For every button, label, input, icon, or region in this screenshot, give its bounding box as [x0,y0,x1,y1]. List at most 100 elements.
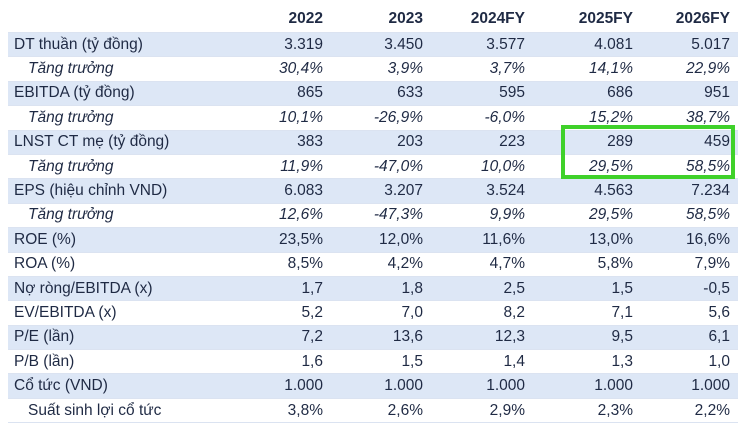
table-cell: 5.017 [641,31,738,57]
table-row: EPS (hiệu chỉnh VND) 6.083 3.207 3.524 4… [8,178,738,204]
table-row: Tăng trưởng 12,6% -47,3% 9,9% 29,5% 58,5… [8,202,738,228]
table-cell: 16,6% [641,227,738,253]
header-row: 2022 2023 2024FY 2025FY 2026FY [8,6,738,33]
header-cell-2022: 2022 [246,6,331,33]
table-cell: -6,0% [431,105,533,131]
header-cell-2023: 2023 [331,6,431,33]
table-cell: 951 [641,80,738,106]
table-cell: 2,2% [641,397,738,424]
table-cell: 1,7 [246,275,331,301]
table-cell: 5,8% [533,251,641,277]
table-cell: 12,3 [431,324,533,350]
table-cell: 459 [641,129,738,155]
table-cell: 13,0% [533,227,641,253]
table-cell: 11,6% [431,227,533,253]
row-label: EV/EBITDA (x) [8,300,246,326]
table-cell: 4.563 [533,178,641,204]
table-cell: 7,9% [641,251,738,277]
row-label: Nợ ròng/EBITDA (x) [8,275,246,301]
table-cell: 3,9% [331,56,431,82]
forecast-table: 2022 2023 2024FY 2025FY 2026FY DT thuần … [8,6,738,424]
table-cell: 4.081 [533,31,641,57]
table-cell: 12,0% [331,227,431,253]
header-cell-2025fy: 2025FY [533,6,641,33]
table-cell: 13,6 [331,324,431,350]
row-label: Tăng trưởng [8,105,246,131]
table-cell: 15,2% [533,105,641,131]
table-cell: 7,1 [533,300,641,326]
row-label: EPS (hiệu chỉnh VND) [8,178,246,204]
table-cell: 1,5 [533,275,641,301]
row-label: EBITDA (tỷ đồng) [8,80,246,106]
table-cell: 3.524 [431,178,533,204]
table-cell: 3.577 [431,31,533,57]
table-cell: 4,2% [331,251,431,277]
table-row: ROE (%) 23,5% 12,0% 11,6% 13,0% 16,6% [8,227,738,253]
table-cell: 10,0% [431,153,533,179]
table-cell: 11,9% [246,153,331,179]
row-label: Tăng trưởng [8,56,246,82]
table-cell: 23,5% [246,227,331,253]
row-label: LNST CT mẹ (tỷ đồng) [8,129,246,155]
table-cell: 22,9% [641,56,738,82]
table-cell: 3,7% [431,56,533,82]
table-cell: 3.319 [246,31,331,57]
table-row: LNST CT mẹ (tỷ đồng) 383 203 223 289 459 [8,129,738,155]
table-cell: 203 [331,129,431,155]
table-cell: 2,5 [431,275,533,301]
row-label: P/B (lần) [8,349,246,374]
table-row: Nợ ròng/EBITDA (x) 1,7 1,8 2,5 1,5 -0,5 [8,275,738,301]
table-cell: 58,5% [641,202,738,228]
header-cell-label [8,6,246,33]
table-cell: 2,9% [431,397,533,424]
table-cell: 8,5% [246,251,331,277]
table-cell: 7,2 [246,324,331,350]
table-cell: 1.000 [641,373,738,399]
table-cell: 1.000 [533,373,641,399]
table-row: Cổ tức (VND) 1.000 1.000 1.000 1.000 1.0… [8,373,738,399]
table-cell: 633 [331,80,431,106]
row-label: P/E (lần) [8,324,246,350]
table-cell: 38,7% [641,105,738,131]
table-cell: 10,1% [246,105,331,131]
table-cell: 1.000 [431,373,533,399]
table-cell: 2,3% [533,397,641,424]
table-cell: 29,5% [533,153,641,179]
table-row: ROA (%) 8,5% 4,2% 4,7% 5,8% 7,9% [8,251,738,277]
table-cell: 865 [246,80,331,106]
table-row: Tăng trưởng 11,9% -47,0% 10,0% 29,5% 58,… [8,153,738,179]
table-cell: -47,0% [331,153,431,179]
table-row: Tăng trưởng 10,1% -26,9% -6,0% 15,2% 38,… [8,105,738,131]
table-cell: 6,1 [641,324,738,350]
table-cell: 1,5 [331,349,431,374]
table-row: Suất sinh lợi cổ tức 3,8% 2,6% 2,9% 2,3%… [8,397,738,424]
table-row: P/E (lần) 7,2 13,6 12,3 9,5 6,1 [8,324,738,350]
table-cell: 223 [431,129,533,155]
header-cell-2026fy: 2026FY [641,6,738,33]
table-cell: 1,3 [533,349,641,374]
table-cell: 29,5% [533,202,641,228]
table-cell: -26,9% [331,105,431,131]
table-row: P/B (lần) 1,6 1,5 1,4 1,3 1,0 [8,349,738,374]
table-cell: 4,7% [431,251,533,277]
table-cell: 7.234 [641,178,738,204]
table-cell: 7,0 [331,300,431,326]
table-cell: 5,2 [246,300,331,326]
table-cell: 383 [246,129,331,155]
table-cell: 58,5% [641,153,738,179]
table-cell: 5,6 [641,300,738,326]
table-row: DT thuần (tỷ đồng) 3.319 3.450 3.577 4.0… [8,31,738,57]
row-label: ROA (%) [8,251,246,277]
table-cell: 9,5 [533,324,641,350]
table-cell: 8,2 [431,300,533,326]
table-cell: 1.000 [246,373,331,399]
row-label: DT thuần (tỷ đồng) [8,31,246,57]
row-label: Tăng trưởng [8,153,246,179]
table-row: Tăng trưởng 30,4% 3,9% 3,7% 14,1% 22,9% [8,56,738,82]
row-label: Tăng trưởng [8,202,246,228]
row-label: Suất sinh lợi cổ tức [8,397,246,424]
table-cell: 1,8 [331,275,431,301]
header-cell-2024fy: 2024FY [431,6,533,33]
table-cell: 6.083 [246,178,331,204]
table-cell: 1,6 [246,349,331,374]
